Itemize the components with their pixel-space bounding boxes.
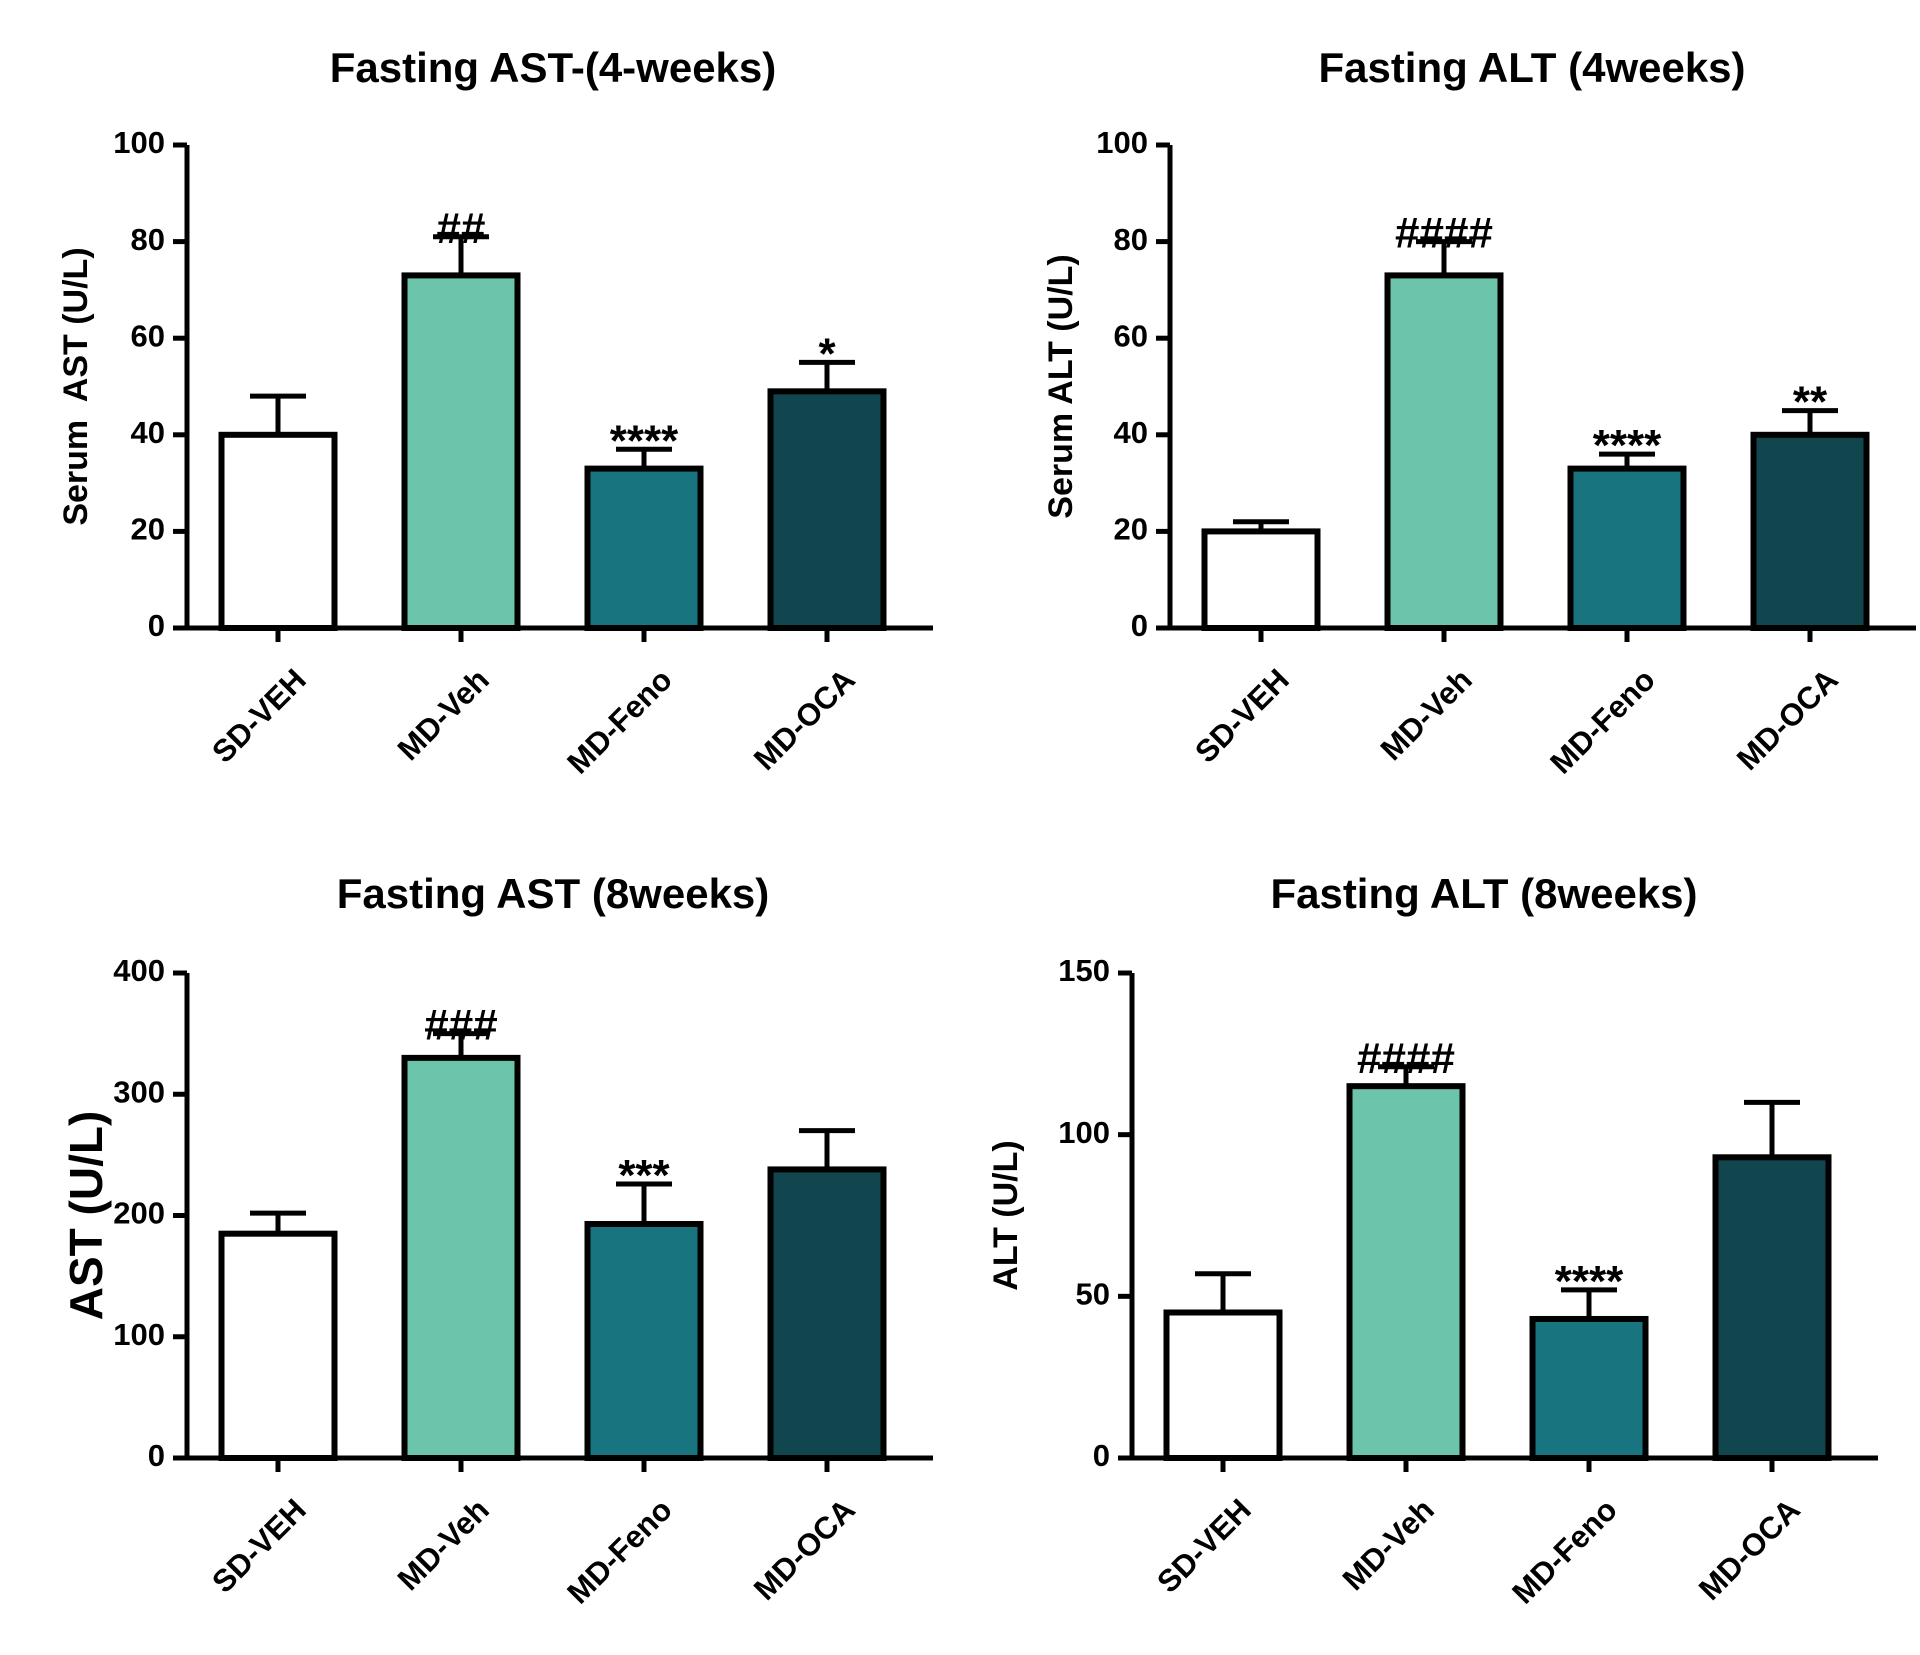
bar	[1346, 1083, 1466, 1461]
significance-annotation: ***	[618, 1151, 670, 1200]
significance-annotation: ****	[1555, 1257, 1624, 1306]
significance-annotation: ****	[610, 416, 679, 465]
bar	[1567, 465, 1687, 631]
x-tick-label: MD-OCA	[1692, 1492, 1807, 1607]
x-tick-label: MD-OCA	[747, 662, 862, 777]
x-tick-label: MD-Feno	[1543, 662, 1662, 781]
bar	[218, 431, 338, 631]
chart-title: Fasting AST-(4-weeks)	[330, 44, 777, 91]
chart-title: Fasting ALT (8weeks)	[1270, 870, 1697, 917]
bar	[1750, 431, 1870, 631]
y-axis-label: AST (U/L)	[60, 1111, 112, 1321]
bar	[401, 1054, 521, 1461]
chart-alt-8-weeks: Fasting ALT (8weeks) ALT (U/L) 0 50 100 150 SD…	[987, 870, 1878, 1611]
x-tick-label: SD-VEH	[205, 1492, 313, 1600]
x-tick-label: MD-Veh	[391, 1492, 496, 1597]
significance-annotation: ****	[1593, 421, 1662, 470]
chart-ast-8-weeks: Fasting AST (8weeks) AST (U/L) 0 100 200 300 4…	[60, 870, 933, 1611]
significance-annotation: **	[1793, 378, 1828, 427]
y-tick-label: 80	[131, 222, 165, 257]
y-tick-label: 200	[113, 1196, 165, 1231]
y-tick-label: 300	[113, 1074, 165, 1109]
y-tick-label: 60	[131, 318, 165, 353]
chart-title: Fasting ALT (4weeks)	[1318, 44, 1745, 91]
bar	[1201, 528, 1321, 632]
x-tick-label: MD-Veh	[1374, 662, 1479, 767]
y-tick-label: 0	[1093, 1438, 1110, 1473]
bar	[584, 1220, 704, 1461]
chart-alt-4-weeks: Fasting ALT (4weeks) Serum ALT (U/L) 0 20 40…	[1042, 44, 1916, 781]
bar	[1384, 272, 1504, 631]
x-tick-label: SD-VEH	[205, 662, 313, 770]
y-tick-label: 0	[1131, 608, 1148, 643]
x-tick-label: MD-Feno	[1505, 1492, 1624, 1611]
y-axis-label: Serum ALT (U/L)	[1042, 254, 1080, 518]
x-tick-label: MD-Veh	[391, 662, 496, 767]
y-tick-label: 100	[113, 1317, 165, 1352]
x-tick-label: MD-Veh	[1336, 1492, 1441, 1597]
y-tick-label: 80	[1114, 222, 1148, 257]
y-tick-label: 150	[1058, 953, 1110, 988]
y-tick-label: 100	[113, 125, 165, 160]
significance-annotation: ####	[1395, 209, 1493, 258]
x-tick-label: SD-VEH	[1150, 1492, 1258, 1600]
y-tick-label: 400	[113, 953, 165, 988]
bar	[767, 1166, 887, 1461]
bar	[1712, 1154, 1832, 1461]
significance-annotation: ##	[437, 204, 486, 253]
significance-annotation: ####	[1357, 1034, 1455, 1083]
y-tick-label: 20	[1114, 512, 1148, 547]
bar	[767, 388, 887, 631]
x-tick-label: MD-Feno	[560, 662, 679, 781]
x-tick-label: MD-OCA	[747, 1492, 862, 1607]
bar	[218, 1230, 338, 1461]
bar	[401, 272, 521, 631]
x-tick-label: SD-VEH	[1188, 662, 1296, 770]
y-tick-label: 0	[148, 608, 165, 643]
y-axis-label: ALT (U/L)	[987, 1140, 1025, 1290]
y-tick-label: 40	[131, 415, 165, 450]
y-axis-label: Serum AST (U/L)	[57, 247, 95, 525]
significance-annotation: ###	[424, 1001, 497, 1050]
y-tick-label: 100	[1096, 125, 1148, 160]
y-tick-label: 20	[131, 512, 165, 547]
y-tick-label: 0	[148, 1438, 165, 1473]
y-tick-label: 50	[1076, 1277, 1110, 1312]
significance-annotation: *	[818, 329, 836, 378]
x-tick-label: MD-Feno	[560, 1492, 679, 1611]
y-tick-label: 60	[1114, 318, 1148, 353]
bar	[1163, 1309, 1283, 1461]
bar	[1529, 1315, 1649, 1462]
bar	[584, 465, 704, 631]
y-tick-label: 100	[1058, 1115, 1110, 1150]
chart-title: Fasting AST (8weeks)	[337, 870, 770, 917]
chart-ast-4-weeks: Fasting AST-(4-weeks) Serum AST (U/L) 0 20 4…	[57, 44, 933, 781]
y-tick-label: 40	[1114, 415, 1148, 450]
x-tick-label: MD-OCA	[1730, 662, 1845, 777]
